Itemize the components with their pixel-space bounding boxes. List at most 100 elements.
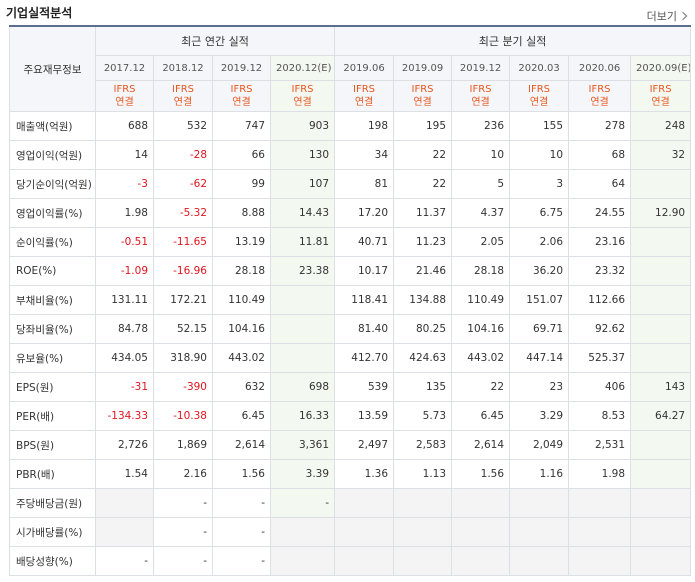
value-cell: 143 [630,372,692,402]
ifrs-label: IFRS [353,84,376,95]
consolidated-label: 연결 [413,97,432,108]
value-cell: 21.46 [393,256,453,286]
value-cell: 2.06 [509,227,570,257]
table-row: PBR(배) 1.54 2.16 1.56 3.39 1.36 1.13 1.56 1.16 1.… [9,459,692,489]
value-cell [269,546,336,576]
ifrs-label: IFRS [411,84,434,95]
table-row: 부채비율(%) 131.11 172.21 110.49 118.41 134.88 110… [9,285,692,315]
value-cell: 443.02 [451,343,511,373]
ifrs-basis-cell: IFRS 연결 [451,80,511,112]
value-cell: 23 [509,372,570,402]
value-cell [334,488,395,518]
row-label: 당좌비율(%) [9,314,96,344]
value-cell: 23.32 [568,256,632,286]
value-cell [568,517,632,547]
value-cell: 6.45 [451,401,511,431]
value-cell: 236 [451,111,511,141]
value-cell: 134.88 [393,285,453,315]
consolidated-label: 연결 [293,97,312,108]
value-cell: 10 [509,140,570,170]
period-header: 2020.12(E) [269,55,336,81]
table-row: 주당배당금(원) - - - [9,488,692,518]
table-row: 영업이익(억원) 14 -28 66 130 34 22 10 10 68 32 [9,140,692,170]
value-cell: 24.55 [568,198,632,228]
value-cell: 104.16 [451,314,511,344]
row-label: 매출액(억원) [9,111,96,141]
value-cell: 747 [212,111,271,141]
value-cell: 130 [269,140,336,170]
value-cell [630,546,692,576]
value-cell: 135 [393,372,453,402]
row-label: 시가배당률(%) [9,517,96,547]
value-cell [95,517,154,547]
ifrs-basis-cell: IFRS 연결 [212,80,271,112]
ifrs-label: IFRS [469,84,492,95]
value-cell: 13.59 [334,401,395,431]
value-cell: 2,583 [393,430,453,460]
value-cell: 1.56 [451,459,511,489]
value-cell: 1.36 [334,459,395,489]
value-cell: 16.33 [269,401,336,431]
value-cell: - [212,546,271,576]
more-link[interactable]: 더보기 [647,8,688,24]
chevron-right-icon [678,11,688,21]
value-cell: 14 [95,140,154,170]
value-cell [334,546,395,576]
value-cell: -10.38 [153,401,213,431]
value-cell: 248 [630,111,692,141]
value-cell: 903 [269,111,336,141]
consolidated-label: 연결 [651,97,670,108]
value-cell [630,169,692,199]
value-cell: 64.27 [630,401,692,431]
value-cell: 3.29 [509,401,570,431]
value-cell: -390 [153,372,213,402]
value-cell [568,546,632,576]
value-cell: 2,614 [451,430,511,460]
ifrs-basis-cell: IFRS 연결 [334,80,395,112]
value-cell: - [153,517,213,547]
row-label: EPS(원) [9,372,96,402]
table-row: ROE(%) -1.09 -16.96 28.18 23.38 10.17 21.46 28.… [9,256,692,286]
value-cell: 2,726 [95,430,154,460]
value-cell: 81 [334,169,395,199]
ifrs-basis-cell: IFRS 연결 [269,80,336,112]
row-label: 부채비율(%) [9,285,96,315]
value-cell: 68 [568,140,632,170]
value-cell: - [212,517,271,547]
value-cell: 40.71 [334,227,395,257]
value-cell [451,517,511,547]
value-cell: 22 [393,169,453,199]
period-header: 2020.06 [568,55,632,81]
period-header: 2019.09 [393,55,453,81]
consolidated-label: 연결 [173,97,193,108]
row-label: PBR(배) [9,459,96,489]
value-cell: 11.81 [269,227,336,257]
value-cell: -16.96 [153,256,213,286]
value-cell: 5 [451,169,511,199]
table-row: 당기순이익(억원) -3 -62 99 107 81 22 5 3 64 [9,169,692,199]
value-cell: 84.78 [95,314,154,344]
value-cell [630,430,692,460]
value-cell: 92.62 [568,314,632,344]
value-cell: 172.21 [153,285,213,315]
value-cell: 3.39 [269,459,336,489]
value-cell [269,343,336,373]
value-cell: -31 [95,372,154,402]
value-cell: 8.53 [568,401,632,431]
value-cell: 539 [334,372,395,402]
value-cell: 10 [451,140,511,170]
value-cell: 443.02 [212,343,271,373]
value-cell: 1.56 [212,459,271,489]
table-row: EPS(원) -31 -390 632 698 539 135 22 23 406 143 [9,372,692,402]
ifrs-label: IFRS [113,84,136,95]
value-cell [334,517,395,547]
value-cell: 1,869 [153,430,213,460]
consolidated-label: 연결 [471,97,490,108]
value-cell [451,488,511,518]
value-cell [630,314,692,344]
table-row: 매출액(억원) 688 532 747 903 198 195 236 155 278 248 [9,111,692,141]
value-cell: 10.17 [334,256,395,286]
row-header-label: 주요재무정보 [9,25,96,112]
ifrs-label: IFRS [649,84,672,95]
ifrs-label: IFRS [291,84,314,95]
